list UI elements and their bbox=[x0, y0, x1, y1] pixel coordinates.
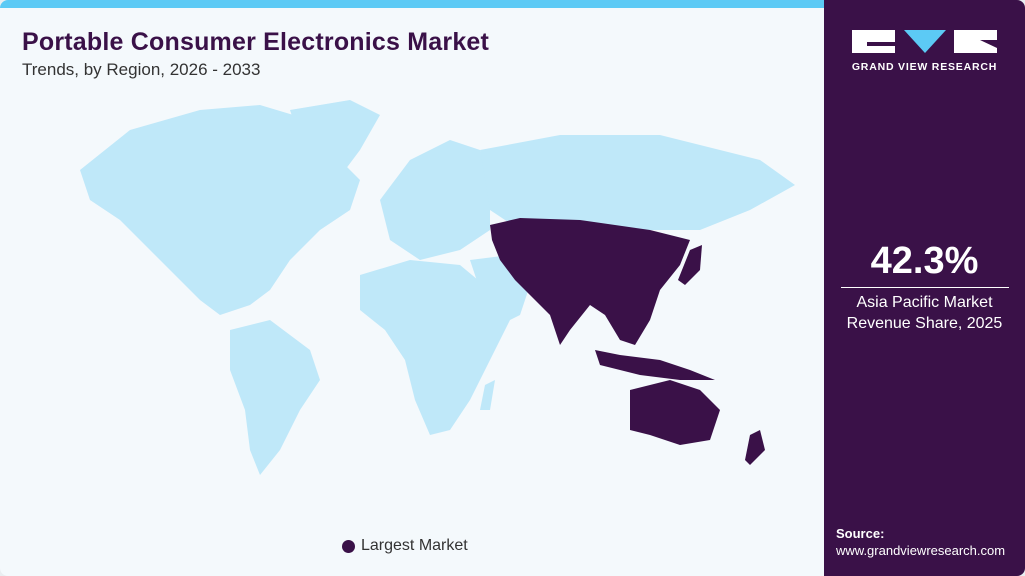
region-japan bbox=[678, 245, 702, 285]
accent-bar bbox=[0, 0, 824, 8]
region-new-zealand bbox=[745, 430, 765, 465]
region-greenland bbox=[290, 100, 380, 190]
region-africa bbox=[360, 260, 510, 435]
region-south-america bbox=[230, 320, 320, 475]
legend-swatch bbox=[342, 539, 355, 553]
region-asia-pacific bbox=[490, 218, 690, 345]
region-europe bbox=[380, 140, 490, 260]
legend-label: Largest Market bbox=[361, 537, 468, 554]
stat-label-line1: Asia Pacific Market bbox=[856, 294, 993, 311]
source-label: Source: bbox=[836, 526, 885, 541]
region-north-america bbox=[80, 105, 360, 315]
divider bbox=[841, 287, 1009, 288]
page-title: Portable Consumer Electronics Market bbox=[22, 28, 490, 56]
world-map bbox=[80, 100, 795, 475]
page-subtitle: Trends, by Region, 2026 - 2033 bbox=[22, 60, 261, 79]
region-australia bbox=[630, 380, 720, 445]
stat-value: 42.3% bbox=[870, 240, 979, 282]
source-link[interactable]: www.grandviewresearch.com bbox=[836, 543, 1006, 558]
brand-name: GRAND VIEW RESEARCH bbox=[851, 61, 998, 73]
region-russia bbox=[480, 135, 795, 230]
region-madagascar bbox=[480, 380, 495, 410]
region-indonesia bbox=[595, 350, 715, 380]
stat-label-line2: Revenue Share, 2025 bbox=[846, 315, 1003, 332]
stat-label: Asia Pacific Market Revenue Share, 2025 bbox=[824, 292, 1025, 334]
map-legend: Largest Market bbox=[342, 537, 468, 555]
brand-logo bbox=[852, 30, 997, 53]
sidebar-panel: GRAND VIEW RESEARCH 42.3% Asia Pacific M… bbox=[824, 0, 1025, 576]
